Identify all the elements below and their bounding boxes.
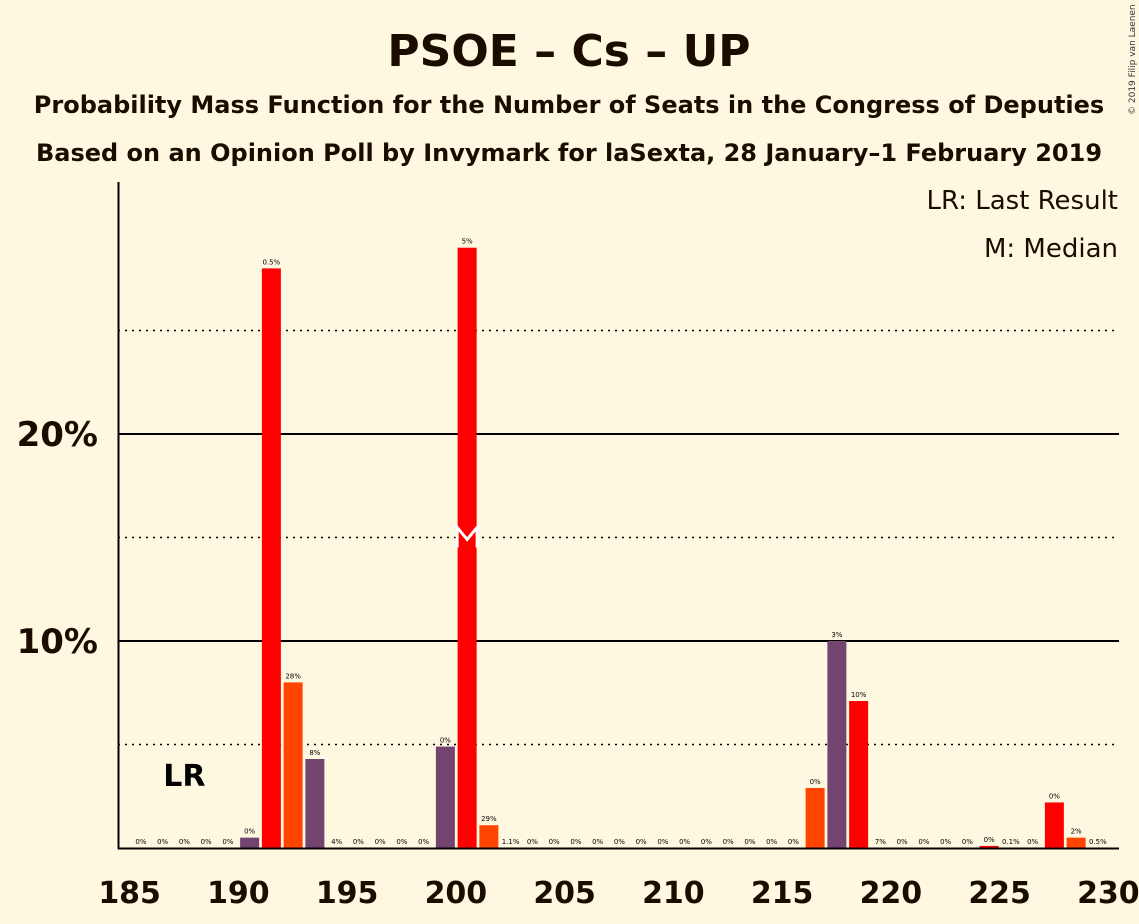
bar-label-seats-193: 28% xyxy=(285,672,301,680)
grid-lines xyxy=(118,329,1119,746)
last-result-marker: LR xyxy=(163,759,205,794)
bars-layer xyxy=(240,247,1086,848)
bar-label-seats-226: 0.1% xyxy=(1002,838,1020,846)
bar-label-seats-214: 0% xyxy=(744,838,755,846)
x-tick-label: 220 xyxy=(860,876,923,911)
x-tick-label: 210 xyxy=(642,876,705,911)
bar-label-seats-227: 0% xyxy=(1027,838,1038,846)
bar-label-seats-213: 0% xyxy=(723,838,734,846)
bar-labels-layer: 0% 0% 0% 0% 0% 0% 0.5% 28% 8% 4% 0% 0% 0% 0% 0% 5% 29% 1.… xyxy=(135,238,1107,846)
bar-seats-229 xyxy=(1066,837,1086,848)
bar-seats-219 xyxy=(849,701,869,848)
x-tick-label: 195 xyxy=(316,876,379,911)
x-tick-label: 185 xyxy=(98,876,161,911)
bar-label-seats-216: 0% xyxy=(788,838,799,846)
bar-label-seats-197: 0% xyxy=(375,838,386,846)
bar-label-seats-187: 0% xyxy=(157,838,168,846)
x-tick-label: 200 xyxy=(425,876,488,911)
bar-label-seats-206: 0% xyxy=(570,838,581,846)
x-tick-label: 225 xyxy=(968,876,1031,911)
x-tick-label: 205 xyxy=(533,876,596,911)
bar-label-seats-191: 0% xyxy=(244,828,255,836)
bar-label-seats-201: 5% xyxy=(462,238,473,246)
x-tick-label: 215 xyxy=(751,876,814,911)
bar-label-seats-220: 7% xyxy=(875,838,886,846)
bar-seats-225 xyxy=(979,845,999,848)
bar-label-seats-196: 0% xyxy=(353,838,364,846)
bar-seats-217 xyxy=(805,787,825,848)
bar-label-seats-186: 0% xyxy=(135,838,146,846)
bar-seats-202 xyxy=(479,825,499,848)
bar-label-seats-204: 0% xyxy=(527,838,538,846)
bar-label-seats-200: 0% xyxy=(440,737,451,745)
y-tick-label: 10% xyxy=(17,622,98,662)
bar-label-seats-215: 0% xyxy=(766,838,777,846)
bar-label-seats-208: 0% xyxy=(614,838,625,846)
bar-label-seats-203: 1.1% xyxy=(502,838,520,846)
bar-label-seats-230: 0.5% xyxy=(1089,838,1107,846)
bar-seats-228 xyxy=(1044,802,1064,848)
x-tick-label: 190 xyxy=(207,876,270,911)
median-marker-glyph xyxy=(455,523,479,548)
bar-label-seats-221: 0% xyxy=(897,838,908,846)
bar-label-seats-219: 10% xyxy=(851,691,867,699)
chart-subtitle-2: Based on an Opinion Poll by Invymark for… xyxy=(36,139,1102,167)
bar-seats-192 xyxy=(261,268,281,848)
bar-seats-191 xyxy=(240,837,260,848)
bar-label-seats-225: 0% xyxy=(984,836,995,844)
bar-label-seats-212: 0% xyxy=(701,838,712,846)
bar-label-seats-228: 0% xyxy=(1049,792,1060,800)
bar-seats-201 xyxy=(457,247,477,848)
median-marker xyxy=(455,523,479,548)
bar-label-seats-223: 0% xyxy=(940,838,951,846)
bar-label-seats-189: 0% xyxy=(201,838,212,846)
bar-label-seats-202: 29% xyxy=(481,815,497,823)
legend-last-result: LR: Last Result xyxy=(926,186,1118,216)
bar-label-seats-195: 4% xyxy=(331,838,342,846)
bar-seats-200 xyxy=(435,746,455,848)
bar-label-seats-209: 0% xyxy=(636,838,647,846)
bar-label-seats-207: 0% xyxy=(592,838,603,846)
y-tick-label: 20% xyxy=(17,415,98,455)
bar-seats-218 xyxy=(827,641,847,848)
chart-subtitle-1: Probability Mass Function for the Number… xyxy=(34,91,1104,119)
bar-label-seats-194: 8% xyxy=(309,749,320,757)
bar-label-seats-192: 0.5% xyxy=(262,258,280,266)
copyright-note: © 2019 Filip van Laenen xyxy=(1128,4,1138,115)
bar-label-seats-190: 0% xyxy=(222,838,233,846)
bar-label-seats-218: 3% xyxy=(831,631,842,639)
bar-label-seats-205: 0% xyxy=(549,838,560,846)
legend-median: M: Median xyxy=(984,234,1118,264)
bar-label-seats-229: 2% xyxy=(1071,828,1082,836)
bar-label-seats-217: 0% xyxy=(810,778,821,786)
y-tick-labels: 10% 20% xyxy=(17,415,98,662)
x-tick-label: 230 xyxy=(1077,876,1139,911)
bar-seats-194 xyxy=(305,758,325,848)
bar-label-seats-210: 0% xyxy=(657,838,668,846)
bar-label-seats-222: 0% xyxy=(918,838,929,846)
chart-title: PSOE – Cs – UP xyxy=(387,26,750,77)
bar-seats-193 xyxy=(283,682,303,848)
bar-label-seats-188: 0% xyxy=(179,838,190,846)
bar-label-seats-224: 0% xyxy=(962,838,973,846)
bar-label-seats-211: 0% xyxy=(679,838,690,846)
bar-label-seats-198: 0% xyxy=(396,838,407,846)
bar-label-seats-199: 0% xyxy=(418,838,429,846)
x-tick-labels: 185 190 195 200 205 210 215 220 225 230 xyxy=(98,876,1139,911)
